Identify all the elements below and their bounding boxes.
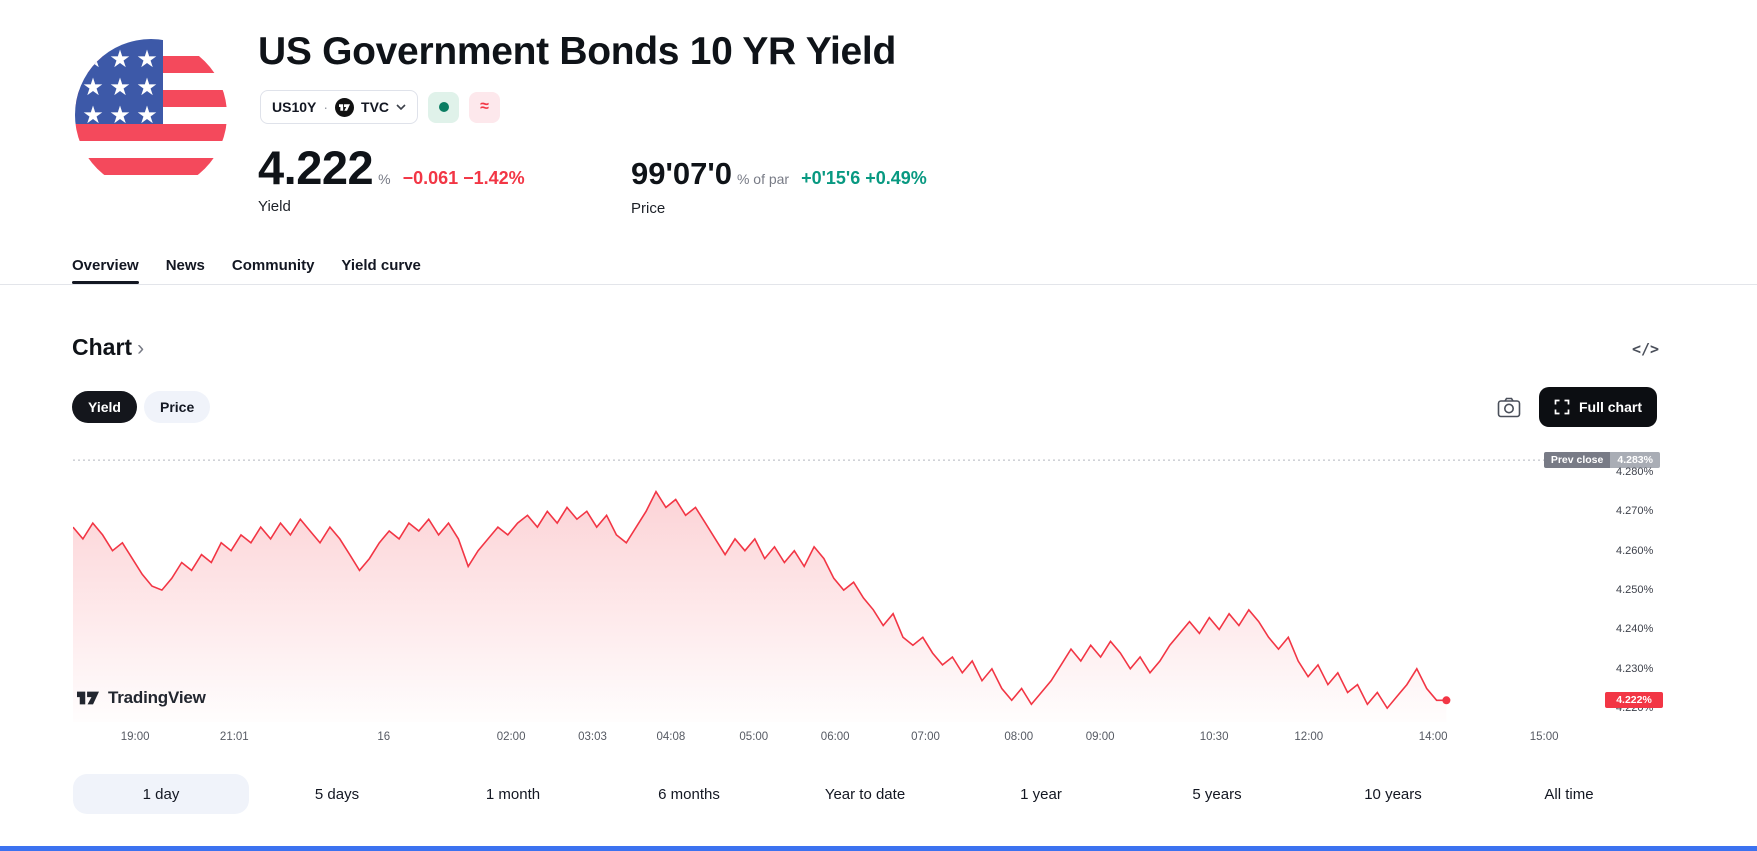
x-tick-label: 07:00 (911, 731, 940, 743)
yield-label: Yield (258, 198, 291, 215)
symbol-selector[interactable]: US10Y · TVC (260, 90, 419, 124)
x-tick-label: 14:00 (1418, 731, 1448, 743)
y-tick-label: 4.270% (1616, 505, 1654, 518)
yield-unit: % (378, 171, 391, 187)
prev-close-badge: Prev close 4.283% (1543, 452, 1660, 469)
y-tick-label: 4.230% (1616, 662, 1654, 675)
full-chart-label: Full chart (1579, 399, 1643, 415)
tradingview-watermark: TradingView (76, 687, 206, 709)
price-value: 99'07'0 (631, 156, 732, 191)
svg-text:★: ★ (136, 101, 158, 129)
x-tick-label: 02:00 (496, 731, 526, 743)
bottom-banner-edge (0, 846, 1757, 851)
x-axis[interactable]: 19:00 21:01 16 02:00 03:03 04:08 05:00 06:00 07:… (73, 731, 1559, 747)
range-selector: 1 day 5 days 1 month 6 months Year to da… (73, 774, 1657, 814)
price-change: +0'15'6 +0.49% (801, 168, 927, 188)
exchange-name: TVC (361, 99, 390, 115)
y-tick-label: 4.240% (1616, 623, 1654, 636)
fullscreen-icon (1554, 399, 1570, 415)
svg-text:★: ★ (82, 101, 104, 129)
svg-text:★: ★ (109, 101, 131, 129)
chart-section-title: Chart (72, 334, 133, 360)
tradingview-logo-icon (77, 691, 99, 705)
range-1-day[interactable]: 1 day (73, 774, 249, 814)
tab-overview[interactable]: Overview (72, 257, 139, 284)
svg-text:★: ★ (82, 45, 104, 73)
x-tick-label: 16 (377, 731, 391, 743)
x-tick-label: 06:00 (820, 731, 850, 743)
camera-icon (1497, 397, 1521, 418)
range-all-time[interactable]: All time (1481, 774, 1657, 814)
approx-badge[interactable]: ≈ (469, 91, 501, 123)
svg-text:★: ★ (136, 45, 158, 73)
range-6-months[interactable]: 6 months (601, 774, 777, 814)
full-chart-button[interactable]: Full chart (1539, 387, 1658, 427)
x-tick-label: 12:00 (1294, 731, 1324, 743)
price-toggle-button[interactable]: Price (144, 391, 211, 423)
us-flag-icon: ★ ★ ★ ★ ★ ★ ★ ★ ★ (75, 39, 227, 191)
prev-close-label: Prev close (1543, 452, 1611, 469)
range-1-month[interactable]: 1 month (425, 774, 601, 814)
chevron-right-icon: › (137, 336, 145, 360)
tabs-divider (0, 284, 1757, 285)
watermark-text: TradingView (108, 688, 206, 707)
svg-text:★: ★ (109, 45, 131, 73)
x-tick-label: 21:01 (219, 731, 249, 743)
x-tick-label: 10:30 (1199, 731, 1229, 743)
market-status-badge[interactable] (428, 91, 460, 123)
price-quote: 99'07'0 % of par +0'15'6 +0.49% Price (631, 158, 927, 217)
last-value-badge: 4.222% (1605, 692, 1663, 709)
yield-chart[interactable]: Prev close 4.283% 4.280% 4.270% 4.260% 4.25… (0, 452, 1757, 755)
svg-text:★: ★ (82, 73, 104, 101)
x-tick-label: 15:00 (1529, 731, 1559, 743)
y-tick-label: 4.280% (1616, 465, 1654, 478)
chart-section-link[interactable]: Chart › (72, 334, 144, 361)
market-open-icon (438, 102, 449, 112)
y-tick-label: 4.260% (1616, 544, 1654, 557)
range-5-days[interactable]: 5 days (249, 774, 425, 814)
price-unit: % of par (736, 171, 790, 187)
tab-yield-curve[interactable]: Yield curve (341, 257, 421, 274)
x-tick-label: 05:00 (739, 731, 769, 743)
snapshot-button[interactable] (1492, 391, 1526, 425)
x-tick-label: 09:00 (1085, 731, 1115, 743)
yield-quote: 4.222 % −0.061 −1.42% Yield (258, 144, 525, 215)
yield-chart-plot[interactable] (73, 455, 1553, 722)
page-title: US Government Bonds 10 YR Yield (258, 30, 896, 73)
symbol-ticker: US10Y (272, 99, 317, 115)
x-tick-label: 03:03 (578, 731, 607, 743)
symbol-row: US10Y · TVC ≈ (260, 90, 501, 124)
embed-code-icon[interactable]: </> (1632, 340, 1660, 358)
y-axis[interactable]: 4.280% 4.270% 4.260% 4.250% 4.240% 4.230% 4.22… (1616, 455, 1686, 722)
tab-community[interactable]: Community (231, 257, 315, 274)
yield-change: −0.061 −1.42% (402, 168, 525, 188)
tradingview-logo-icon (335, 97, 355, 117)
price-label: Price (631, 200, 666, 217)
y-tick-label: 4.250% (1616, 584, 1654, 597)
prev-close-value: 4.283% (1610, 452, 1660, 469)
chevron-down-icon (396, 104, 406, 110)
x-tick-label: 08:00 (1004, 731, 1034, 743)
range-1-year[interactable]: 1 year (953, 774, 1129, 814)
x-tick-label: 19:00 (120, 731, 150, 743)
separator: · (323, 99, 329, 115)
tab-news[interactable]: News (165, 257, 205, 274)
yield-value: 4.222 (258, 141, 374, 194)
yield-toggle-button[interactable]: Yield (72, 391, 137, 423)
svg-text:★: ★ (109, 73, 131, 101)
approx-icon: ≈ (480, 98, 489, 115)
range-year-to-date[interactable]: Year to date (777, 774, 953, 814)
x-tick-label: 04:08 (656, 731, 686, 743)
tab-bar: Overview News Community Yield curve (72, 257, 421, 284)
range-10-years[interactable]: 10 years (1305, 774, 1481, 814)
svg-text:★: ★ (136, 73, 158, 101)
range-5-years[interactable]: 5 years (1129, 774, 1305, 814)
